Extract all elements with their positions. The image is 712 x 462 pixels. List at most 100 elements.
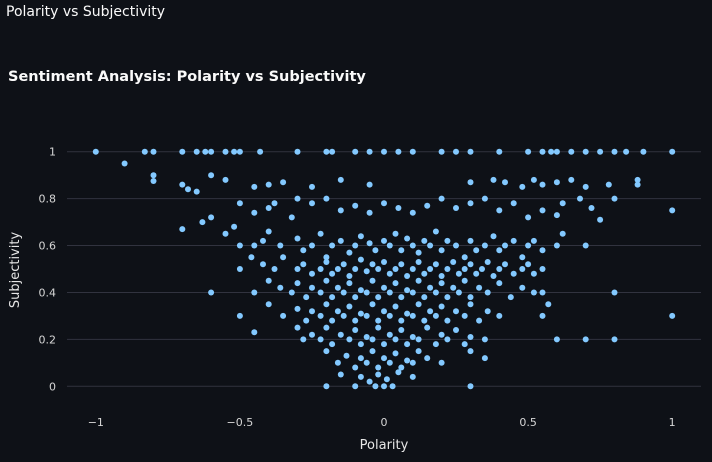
data-point[interactable]	[363, 359, 370, 366]
data-point[interactable]	[193, 188, 200, 195]
data-point[interactable]	[386, 289, 393, 296]
data-point[interactable]	[381, 341, 387, 348]
data-point[interactable]	[357, 233, 364, 240]
data-point[interactable]	[251, 329, 258, 336]
data-point[interactable]	[381, 237, 387, 244]
data-point[interactable]	[640, 148, 647, 155]
data-point[interactable]	[375, 371, 382, 378]
data-point[interactable]	[539, 266, 546, 272]
data-point[interactable]	[366, 181, 373, 188]
data-point[interactable]	[476, 317, 483, 324]
data-point[interactable]	[323, 301, 330, 308]
data-point[interactable]	[404, 310, 411, 317]
data-point[interactable]	[381, 308, 387, 315]
data-point[interactable]	[309, 331, 315, 338]
data-point[interactable]	[530, 176, 537, 183]
data-point[interactable]	[496, 280, 503, 287]
data-point[interactable]	[334, 359, 341, 366]
data-point[interactable]	[438, 273, 445, 279]
data-point[interactable]	[634, 176, 641, 183]
data-point[interactable]	[467, 179, 474, 186]
data-point[interactable]	[375, 364, 382, 371]
data-point[interactable]	[222, 230, 229, 237]
data-point[interactable]	[346, 280, 353, 287]
data-point[interactable]	[467, 261, 474, 268]
data-point[interactable]	[444, 237, 451, 244]
data-point[interactable]	[438, 331, 445, 338]
data-point[interactable]	[438, 247, 445, 254]
data-point[interactable]	[294, 266, 301, 272]
data-point[interactable]	[199, 219, 206, 226]
data-point[interactable]	[553, 212, 560, 219]
data-point[interactable]	[309, 270, 315, 277]
data-point[interactable]	[669, 207, 676, 214]
data-point[interactable]	[363, 289, 370, 296]
data-point[interactable]	[559, 200, 566, 207]
data-point[interactable]	[271, 200, 278, 207]
data-point[interactable]	[363, 312, 370, 319]
data-point[interactable]	[334, 284, 341, 291]
data-point[interactable]	[415, 336, 422, 343]
data-point[interactable]	[669, 312, 676, 319]
data-point[interactable]	[484, 289, 491, 296]
data-point[interactable]	[539, 312, 546, 319]
data-point[interactable]	[404, 357, 411, 364]
data-point[interactable]	[337, 176, 344, 183]
data-point[interactable]	[179, 226, 186, 233]
data-point[interactable]	[300, 261, 307, 268]
data-point[interactable]	[309, 284, 315, 291]
data-point[interactable]	[582, 148, 589, 155]
data-point[interactable]	[427, 266, 434, 272]
data-point[interactable]	[421, 317, 428, 324]
data-point[interactable]	[185, 186, 191, 193]
data-point[interactable]	[404, 273, 411, 279]
data-point[interactable]	[337, 371, 344, 378]
data-point[interactable]	[545, 301, 552, 308]
data-point[interactable]	[577, 195, 583, 202]
data-point[interactable]	[251, 209, 258, 216]
data-point[interactable]	[438, 280, 445, 287]
data-point[interactable]	[309, 200, 315, 207]
data-point[interactable]	[300, 336, 307, 343]
data-point[interactable]	[484, 259, 491, 265]
data-point[interactable]	[222, 148, 229, 155]
data-point[interactable]	[605, 181, 612, 188]
data-point[interactable]	[395, 369, 402, 376]
data-point[interactable]	[611, 148, 618, 155]
data-point[interactable]	[323, 254, 330, 261]
data-point[interactable]	[404, 341, 411, 348]
data-point[interactable]	[369, 301, 376, 308]
data-point[interactable]	[597, 148, 604, 155]
data-point[interactable]	[432, 228, 439, 235]
data-point[interactable]	[381, 259, 387, 265]
data-point[interactable]	[453, 327, 459, 333]
data-point[interactable]	[415, 277, 422, 284]
data-point[interactable]	[530, 237, 537, 244]
data-point[interactable]	[467, 348, 474, 355]
data-point[interactable]	[265, 301, 272, 308]
data-point[interactable]	[444, 294, 451, 301]
data-point[interactable]	[386, 359, 393, 366]
data-point[interactable]	[553, 179, 560, 186]
data-point[interactable]	[323, 259, 330, 265]
data-point[interactable]	[343, 352, 350, 359]
data-point[interactable]	[404, 287, 411, 294]
data-point[interactable]	[317, 336, 324, 343]
data-point[interactable]	[450, 259, 457, 265]
data-point[interactable]	[404, 235, 411, 242]
data-point[interactable]	[280, 179, 287, 186]
data-point[interactable]	[357, 341, 364, 348]
data-point[interactable]	[372, 383, 379, 390]
data-point[interactable]	[357, 310, 364, 317]
data-point[interactable]	[329, 294, 336, 301]
data-point[interactable]	[375, 324, 382, 331]
data-point[interactable]	[366, 378, 373, 385]
data-point[interactable]	[611, 289, 618, 296]
data-point[interactable]	[409, 312, 416, 319]
data-point[interactable]	[231, 223, 238, 230]
data-point[interactable]	[539, 289, 546, 296]
data-point[interactable]	[467, 383, 474, 390]
data-point[interactable]	[294, 148, 301, 155]
data-point[interactable]	[317, 289, 324, 296]
data-point[interactable]	[236, 266, 243, 272]
